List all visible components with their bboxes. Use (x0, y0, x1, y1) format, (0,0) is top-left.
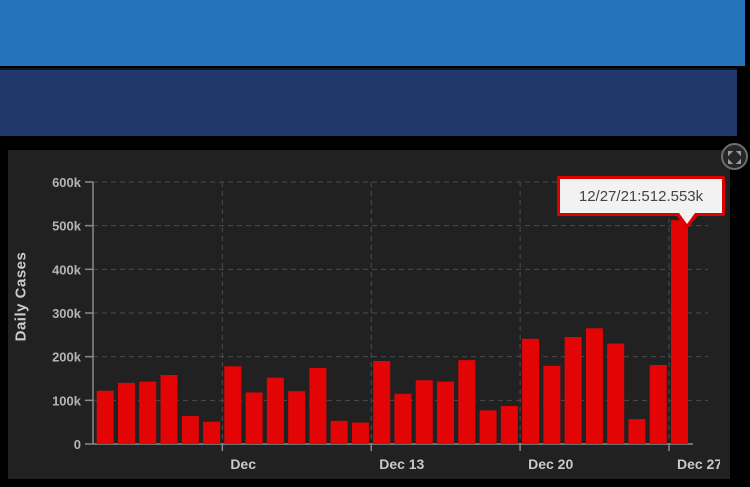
daily-cases-bar[interactable] (203, 421, 221, 444)
chart-tooltip-pointer-fill (679, 213, 695, 224)
y-tick-label: 300k (52, 306, 82, 321)
daily-cases-bar[interactable] (670, 220, 688, 444)
expand-fullscreen-icon[interactable] (721, 143, 748, 170)
daily-cases-bar[interactable] (585, 328, 603, 444)
x-tick-label: Dec (230, 456, 256, 472)
daily-cases-bar[interactable] (479, 410, 497, 444)
top-header-bar (0, 0, 745, 66)
daily-cases-bar[interactable] (458, 360, 476, 444)
daily-cases-bar[interactable] (649, 364, 667, 444)
daily-cases-bar[interactable] (181, 416, 199, 444)
daily-cases-bar[interactable] (522, 338, 540, 444)
daily-cases-bar[interactable] (351, 422, 369, 444)
daily-cases-bar[interactable] (437, 381, 455, 444)
daily-cases-bar[interactable] (224, 366, 242, 444)
daily-cases-bar[interactable] (117, 382, 135, 444)
daily-cases-bar[interactable] (309, 368, 327, 444)
x-tick-label: Dec 27 (677, 456, 720, 472)
daily-cases-chart-panel: Daily Cases 0 100k 200k 300k 400k 500k 600k Dec… (8, 150, 730, 479)
daily-cases-bar[interactable] (160, 375, 178, 444)
daily-cases-bar[interactable] (288, 391, 306, 444)
daily-cases-bar[interactable] (543, 365, 561, 444)
daily-cases-bar[interactable] (628, 419, 646, 444)
chart-tooltip: 12/27/21:512.553k (557, 176, 725, 216)
daily-cases-bar[interactable] (500, 406, 518, 444)
y-tick-label: 500k (52, 219, 82, 234)
daily-cases-bar[interactable] (607, 343, 625, 444)
daily-cases-bar[interactable] (245, 392, 263, 444)
y-tick-label: 100k (52, 393, 82, 408)
y-tick-label: 0 (74, 437, 81, 452)
daily-cases-bar[interactable] (96, 390, 114, 444)
daily-cases-bar[interactable] (266, 377, 284, 444)
daily-cases-bar[interactable] (373, 361, 391, 444)
expand-arrows-glyph (728, 151, 741, 164)
chart-svg: 0 100k 200k 300k 400k 500k 600k Dec Dec 13 Dec 20… (52, 175, 720, 472)
daily-cases-bar[interactable] (139, 381, 157, 444)
y-tick-label: 200k (52, 350, 82, 365)
daily-cases-bar[interactable] (564, 337, 582, 444)
y-tick-label: 400k (52, 262, 82, 277)
y-tick-label: 600k (52, 175, 82, 190)
sub-header-bar (0, 68, 737, 183)
x-tick-label: Dec 13 (379, 456, 424, 472)
x-tick-label: Dec 20 (528, 456, 573, 472)
daily-cases-bar[interactable] (330, 420, 348, 444)
chart-tooltip-text: 12/27/21:512.553k (578, 187, 704, 205)
daily-cases-bar[interactable] (394, 393, 412, 444)
daily-cases-bar[interactable] (415, 380, 433, 444)
